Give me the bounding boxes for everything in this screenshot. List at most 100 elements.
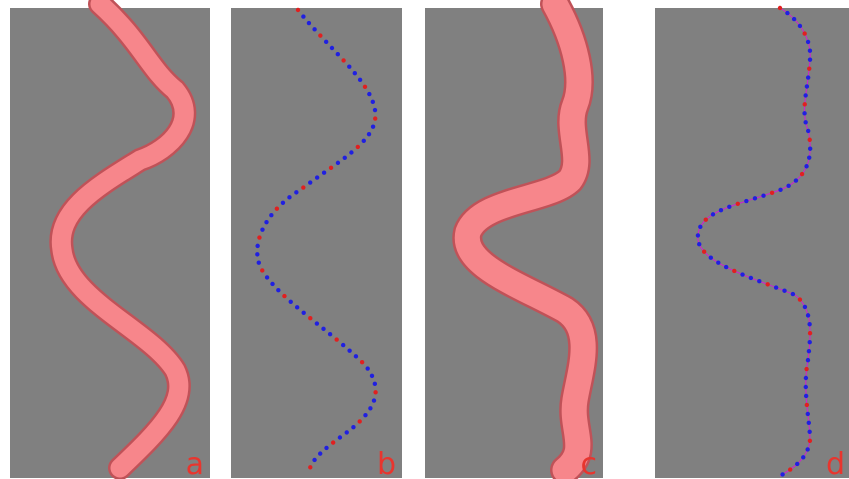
point — [801, 455, 805, 459]
point — [328, 332, 332, 336]
point — [318, 33, 322, 37]
point — [308, 180, 312, 184]
point — [343, 156, 347, 160]
point — [704, 218, 708, 222]
point — [808, 331, 812, 335]
panel-label: b — [377, 447, 396, 479]
point — [804, 367, 808, 371]
point — [301, 14, 305, 18]
point — [354, 354, 358, 358]
point — [786, 184, 790, 188]
point — [336, 161, 340, 165]
point — [724, 265, 728, 269]
point — [281, 201, 285, 205]
point — [312, 458, 316, 462]
point — [774, 285, 778, 289]
point — [709, 256, 713, 260]
point — [362, 139, 366, 143]
point — [255, 252, 259, 256]
point — [808, 57, 812, 61]
point — [334, 337, 338, 341]
point — [782, 289, 786, 293]
point — [331, 440, 335, 444]
point — [330, 46, 334, 50]
point — [257, 235, 261, 239]
point — [794, 178, 798, 182]
point — [761, 193, 765, 197]
point — [736, 202, 740, 206]
point — [778, 6, 782, 10]
point — [792, 17, 796, 21]
point — [808, 340, 812, 344]
point — [282, 294, 286, 298]
point — [727, 205, 731, 209]
point — [318, 451, 322, 455]
point — [716, 261, 720, 265]
point — [358, 78, 362, 82]
point — [804, 385, 808, 389]
point — [315, 321, 319, 325]
point — [806, 75, 810, 79]
point — [780, 472, 784, 476]
point — [791, 292, 795, 296]
point — [803, 102, 807, 106]
point — [753, 196, 757, 200]
point — [301, 311, 305, 315]
point — [370, 374, 374, 378]
point — [798, 297, 802, 301]
point — [740, 272, 744, 276]
point — [289, 300, 293, 304]
point — [363, 413, 367, 417]
point — [363, 85, 367, 89]
point — [765, 282, 769, 286]
point — [324, 40, 328, 44]
point — [804, 164, 808, 168]
panel-label: c — [581, 447, 598, 479]
point — [301, 185, 305, 189]
point — [808, 48, 812, 52]
point — [367, 132, 371, 136]
point — [803, 93, 807, 97]
point — [275, 207, 279, 211]
point — [257, 261, 261, 265]
point — [373, 390, 377, 394]
point — [365, 366, 369, 370]
point — [711, 212, 715, 216]
point — [312, 27, 316, 31]
point — [368, 406, 372, 410]
point — [807, 155, 811, 159]
point — [373, 382, 377, 386]
point — [806, 358, 810, 362]
point — [785, 11, 789, 15]
point — [804, 394, 808, 398]
point — [255, 244, 259, 248]
point — [372, 398, 376, 402]
point — [757, 279, 761, 283]
point — [295, 305, 299, 309]
point — [347, 65, 351, 69]
point — [807, 66, 811, 70]
point — [795, 462, 799, 466]
point — [807, 322, 811, 326]
point — [806, 40, 810, 44]
point — [805, 84, 809, 88]
page: a b c d (() => { const data = JSON.parse… — [0, 0, 849, 479]
point — [698, 225, 702, 229]
point — [802, 31, 806, 35]
point — [808, 439, 812, 443]
point — [371, 125, 375, 129]
point — [260, 268, 264, 272]
point — [287, 195, 291, 199]
point — [778, 188, 782, 192]
point — [749, 276, 753, 280]
panel-label: d — [826, 447, 845, 479]
panel-label: a — [186, 447, 204, 479]
point — [338, 435, 342, 439]
point — [719, 208, 723, 212]
point — [806, 129, 810, 133]
point — [270, 282, 274, 286]
point — [803, 305, 807, 309]
point — [805, 447, 809, 451]
point — [800, 172, 804, 176]
point — [360, 360, 364, 364]
